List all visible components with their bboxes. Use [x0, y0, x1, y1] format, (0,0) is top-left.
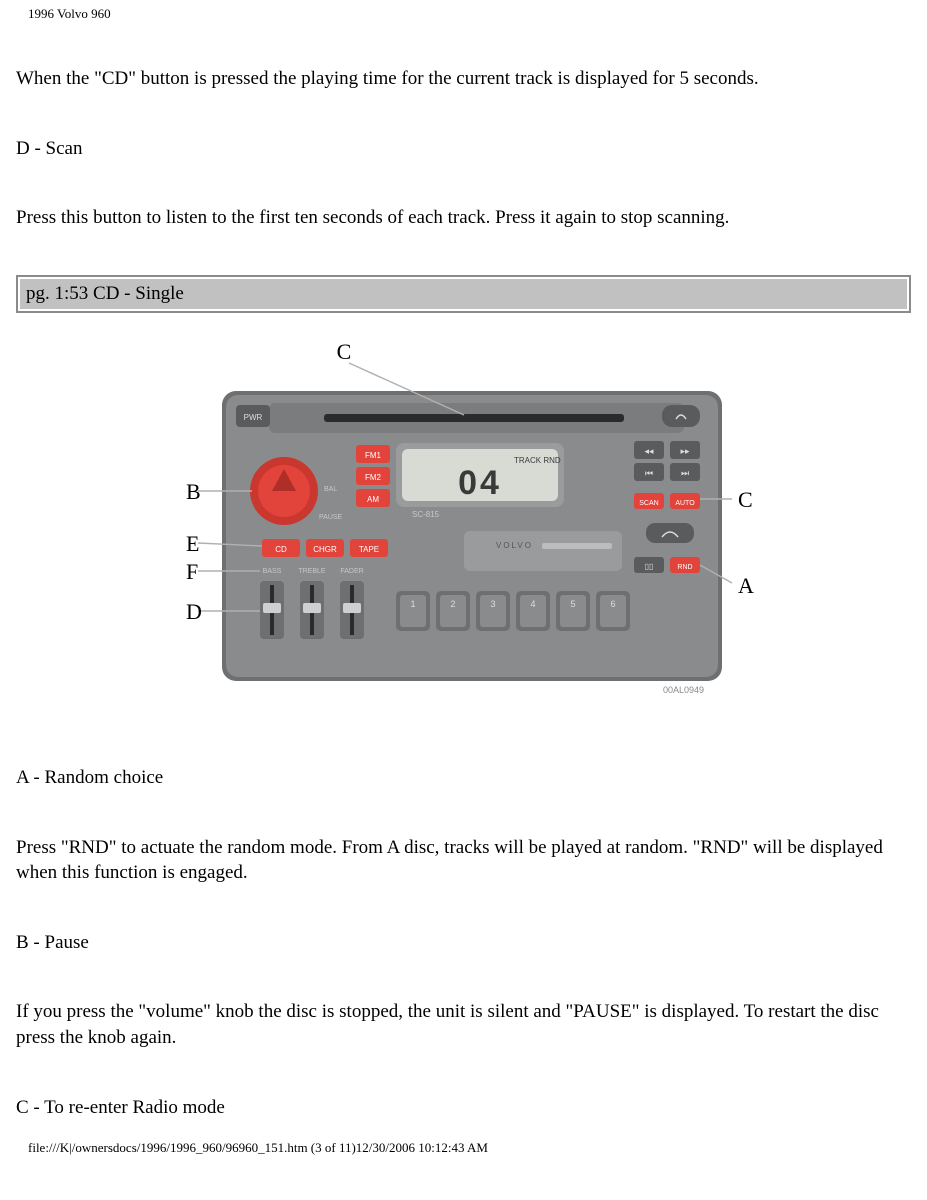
treble-label: TREBLE — [298, 568, 326, 575]
page-footer: file:///K|/ownersdocs/1996/1996_960/9696… — [0, 1120, 927, 1156]
preset-label: 2 — [450, 599, 455, 609]
brand-label: VOLVO — [496, 541, 533, 550]
bal-label: BAL — [324, 486, 337, 493]
model-label: SC-815 — [412, 510, 440, 519]
paragraph-scan: Press this button to listen to the first… — [16, 205, 911, 231]
svg-text:⏭: ⏭ — [680, 468, 688, 478]
bass-label: BASS — [262, 568, 281, 575]
stereo-figure: PWR TRACK RND 04 SC-815 FM1 FM2 AM BAL P… — [16, 341, 911, 721]
auto-label: AUTO — [675, 500, 695, 507]
preset-label: 6 — [610, 599, 615, 609]
svg-text:◂◂: ◂◂ — [644, 446, 654, 456]
page-header: 1996 Volvo 960 — [0, 0, 927, 22]
pause-label: PAUSE — [319, 514, 343, 521]
callout-e: E — [186, 531, 199, 556]
fader-label: FADER — [340, 568, 363, 575]
cassette-eject-button — [646, 523, 694, 543]
scan-label: SCAN — [639, 500, 658, 507]
heading-d-scan: D - Scan — [16, 136, 911, 162]
power-button-label: PWR — [243, 413, 262, 422]
paragraph-random: Press "RND" to actuate the random mode. … — [16, 835, 911, 886]
callout-b: B — [186, 479, 201, 504]
section-bar-label: pg. 1:53 CD - Single — [20, 279, 907, 309]
callout-a: A — [738, 573, 754, 598]
callout-c-top: C — [336, 341, 351, 364]
heading-c-radio: C - To re-enter Radio mode — [16, 1095, 911, 1121]
preset-label: 3 — [490, 599, 495, 609]
preset-label: 4 — [530, 599, 535, 609]
treble-slider — [300, 581, 324, 639]
cassette-door — [464, 531, 622, 571]
figure-partno: 00AL0949 — [662, 685, 703, 695]
fader-slider — [340, 581, 364, 639]
stereo-diagram: PWR TRACK RND 04 SC-815 FM1 FM2 AM BAL P… — [164, 341, 764, 721]
callout-d: D — [186, 599, 202, 624]
section-bar: pg. 1:53 CD - Single — [16, 275, 911, 313]
callout-c-right: C — [738, 487, 753, 512]
svg-text:▯▯: ▯▯ — [644, 562, 653, 571]
svg-text:▸▸: ▸▸ — [680, 446, 690, 456]
lcd-track-text: TRACK RND — [514, 456, 561, 465]
cd-label: CD — [275, 545, 287, 554]
paragraph-cd-time: When the "CD" button is pressed the play… — [16, 66, 911, 92]
fm1-label: FM1 — [365, 451, 382, 460]
heading-b-pause: B - Pause — [16, 930, 911, 956]
lcd-main-number: 04 — [458, 464, 502, 502]
callout-f: F — [186, 559, 198, 584]
preset-label: 5 — [570, 599, 575, 609]
page-content: When the "CD" button is pressed the play… — [0, 66, 927, 1120]
fm2-label: FM2 — [365, 473, 382, 482]
bass-slider — [260, 581, 284, 639]
eject-button — [662, 405, 700, 427]
paragraph-pause: If you press the "volume" knob the disc … — [16, 999, 911, 1050]
tape-label: TAPE — [358, 545, 378, 554]
chgr-label: CHGR — [313, 545, 337, 554]
am-label: AM — [367, 495, 379, 504]
svg-text:⏮: ⏮ — [644, 468, 652, 478]
rnd-label: RND — [677, 564, 692, 571]
preset-label: 1 — [410, 599, 415, 609]
cd-slot — [324, 414, 624, 422]
heading-a-random: A - Random choice — [16, 765, 911, 791]
